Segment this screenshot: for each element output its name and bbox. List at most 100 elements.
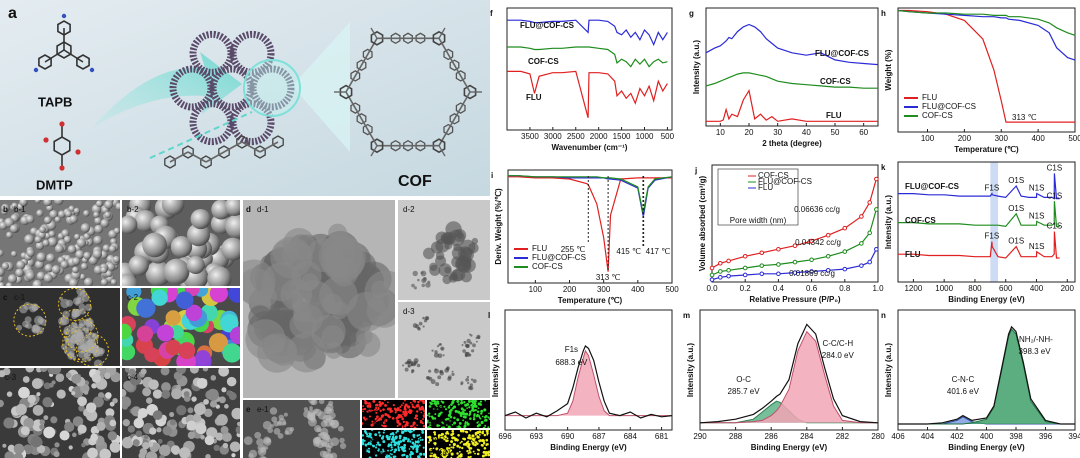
particle: [36, 392, 41, 397]
particle: [381, 414, 385, 417]
x-tick-label: 404: [921, 432, 935, 441]
highlight-band: [990, 162, 999, 282]
particle: [478, 433, 481, 436]
particle: [372, 444, 375, 448]
particle: [464, 343, 469, 348]
particle: [483, 446, 487, 450]
particle: [477, 402, 481, 406]
particle: [50, 416, 58, 424]
particle: [105, 408, 115, 418]
particle: [0, 267, 5, 277]
particle: [488, 418, 490, 421]
particle: [436, 405, 438, 408]
point: [874, 246, 879, 252]
ring: [443, 48, 454, 61]
particle: [462, 349, 466, 353]
legend-label: FLU: [922, 93, 937, 102]
particle: [451, 372, 455, 376]
x-tick-label: 200: [1061, 284, 1075, 293]
ring: [463, 84, 477, 100]
point: [742, 253, 748, 259]
particle: [22, 376, 30, 383]
particle: [327, 442, 334, 449]
particle: [381, 424, 384, 427]
particle: [462, 430, 465, 433]
particle: [475, 337, 478, 340]
x-tick-label: 300: [597, 285, 611, 294]
particle: [0, 370, 6, 378]
particle: [222, 442, 229, 449]
particle: [113, 227, 120, 234]
legend-label: COF-CS: [758, 171, 789, 180]
x-tick-label: 60: [859, 128, 868, 137]
particle: [362, 422, 364, 425]
point: [726, 273, 731, 279]
bond: [205, 151, 225, 163]
series-label: FLU: [526, 93, 542, 102]
particle: [409, 440, 412, 443]
particle: [470, 440, 473, 443]
particle: [75, 301, 80, 306]
particle: [220, 314, 239, 333]
particle: [203, 398, 209, 405]
outline: [75, 333, 109, 366]
particle: [466, 407, 468, 409]
panel-letter: d: [246, 205, 251, 214]
bond: [345, 37, 378, 93]
particle: [382, 431, 385, 434]
particle: [444, 266, 452, 274]
particle: [94, 224, 104, 234]
point: [867, 230, 873, 236]
particle: [222, 343, 240, 363]
particle: [435, 382, 440, 387]
particle: [371, 420, 374, 423]
particle: [441, 455, 444, 458]
particle: [441, 421, 444, 424]
particle: [402, 364, 405, 367]
x-tick-label: 282: [836, 432, 850, 441]
x-tick-label: 200: [563, 285, 577, 294]
particle: [1, 262, 9, 270]
particle: [216, 414, 228, 426]
particle: [459, 239, 476, 256]
particle: [100, 266, 108, 274]
particle: [438, 412, 442, 416]
annotation: 0.06636 cc/g: [794, 205, 840, 214]
particle: [366, 402, 369, 405]
particle: [77, 396, 87, 407]
particle: [43, 426, 56, 439]
x-tick-label: 500: [661, 132, 675, 141]
series-line: [507, 46, 668, 68]
particle: [419, 439, 422, 441]
particle: [4, 451, 15, 458]
series-line: [699, 323, 879, 424]
micrograph: [122, 288, 240, 366]
ring: [415, 32, 426, 45]
particle: [53, 200, 64, 206]
panel-letter: k: [881, 163, 886, 172]
particle: [456, 452, 459, 455]
particle: [463, 409, 466, 412]
particle: [409, 454, 412, 457]
particle: [468, 449, 471, 452]
particle: [364, 270, 395, 314]
particle: [421, 283, 426, 288]
particle: [468, 414, 471, 417]
particle: [467, 442, 471, 447]
particle: [322, 451, 330, 458]
particle: [476, 442, 479, 446]
particle: [470, 409, 473, 412]
particle: [104, 211, 112, 219]
particle: [420, 411, 423, 414]
particle: [485, 430, 489, 433]
zoom-beam: [292, 22, 350, 152]
particle: [170, 445, 180, 455]
particle: [438, 449, 441, 451]
series-line: [898, 231, 1060, 259]
micrograph: [0, 200, 120, 286]
series-line: [507, 70, 668, 118]
particle: [83, 210, 90, 217]
particle: [432, 454, 435, 458]
particle: [102, 244, 111, 252]
particle: [362, 434, 365, 437]
